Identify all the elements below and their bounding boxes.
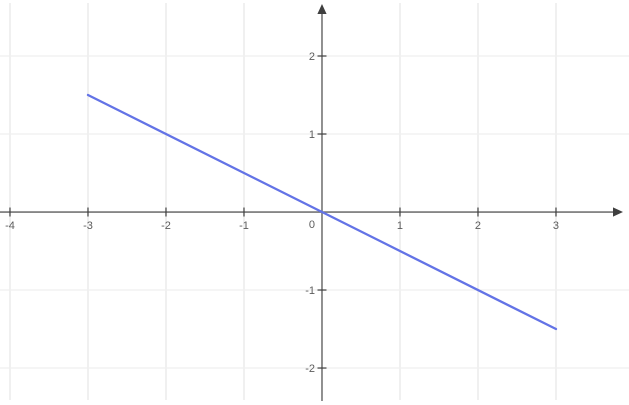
x-tick-label: -3 [83, 220, 93, 232]
origin-label: 0 [309, 219, 315, 231]
x-tick-label: 2 [475, 220, 481, 232]
y-tick-label: -1 [305, 285, 315, 297]
y-tick-label: -2 [305, 363, 315, 375]
tick-labels: -4 -3 -2 -1 1 2 3 -2 -1 1 2 0 [5, 51, 559, 375]
y-tick-label: 1 [309, 129, 315, 141]
x-tick-label: -4 [5, 220, 15, 232]
axes [0, 4, 623, 401]
plot-series[interactable] [86, 93, 558, 331]
function-line[interactable] [86, 93, 558, 331]
x-tick-label: -2 [161, 220, 171, 232]
y-tick-label: 2 [309, 51, 315, 63]
x-tick-label: 1 [397, 220, 403, 232]
y-axis-arrow-icon [317, 4, 327, 14]
x-tick-label: -1 [239, 220, 249, 232]
x-axis-arrow-icon [613, 207, 623, 217]
gridlines [0, 3, 629, 400]
x-tick-label: 3 [553, 220, 559, 232]
axis-ticks [9, 55, 557, 369]
